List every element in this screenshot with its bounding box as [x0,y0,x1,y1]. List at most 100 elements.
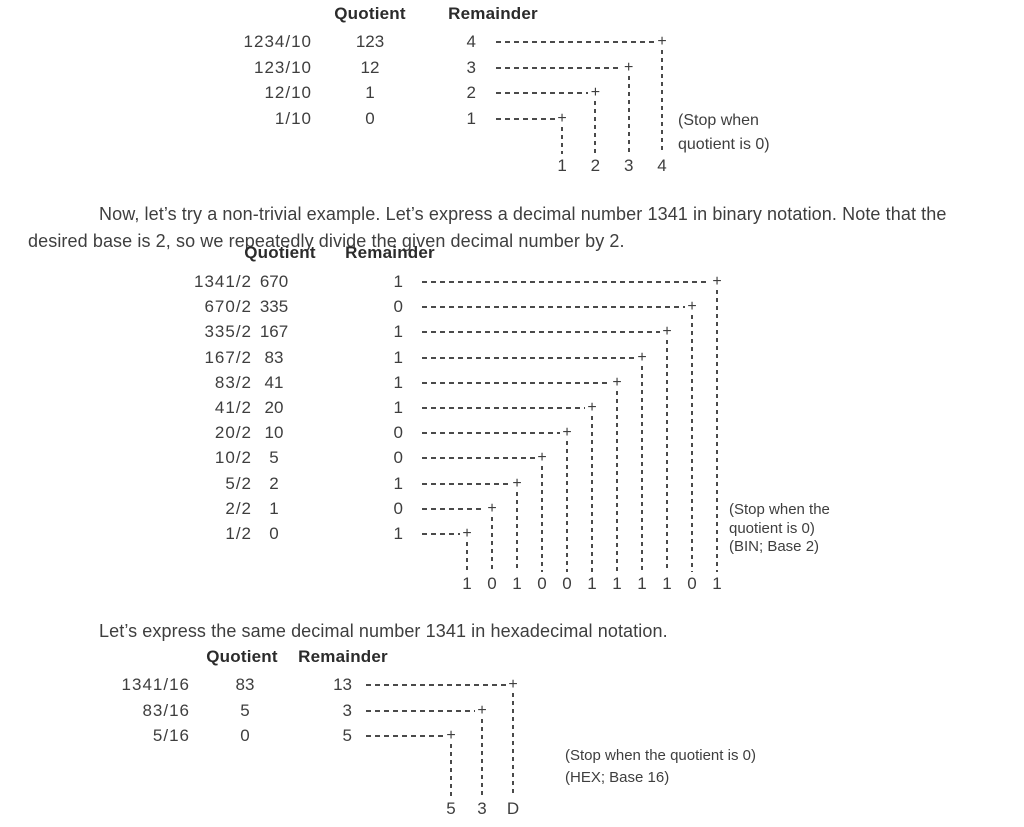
connector-corner-plus: + [508,676,518,693]
remainder-connector-line [366,709,475,712]
connector-corner-plus: + [557,109,567,127]
remainder-connector-line [422,306,685,309]
connector-corner-plus: + [637,348,647,366]
paragraph-binary-intro: Now, let’s try a non-trivial example. Le… [28,204,947,251]
stop-note-line: (Stop when the [729,501,830,518]
quotient-value: 5 [240,700,250,720]
result-digit: 4 [657,156,667,175]
result-digit: 0 [562,574,572,593]
quotient-value: 1 [269,498,279,518]
division-expression: 123/10 [254,57,312,77]
remainder-value: 1 [393,524,403,543]
remainder-value: 2 [466,83,476,102]
remainder-connector-line [366,735,444,738]
digit-drop-line [512,693,514,796]
remainder-value: 0 [393,423,403,443]
connector-corner-plus: + [462,525,472,542]
result-digit: 3 [623,156,634,175]
division-expression: 20/2 [214,423,252,443]
connector-corner-plus: + [477,701,487,719]
quotient-value: 83 [235,675,255,694]
remainder-connector-line [496,92,589,94]
division-expression: 1/2 [225,524,252,543]
digit-drop-line [561,126,564,154]
remainder-header: Remainder [298,647,388,666]
quotient-header: Quotient [206,647,278,666]
remainder-connector-line [422,457,535,460]
result-digit: 0 [687,574,697,593]
digit-drop-line [466,542,468,572]
digit-drop-line [627,75,630,154]
stop-note-line: (HEX; Base 16) [565,769,670,786]
remainder-connector-line [496,66,622,69]
digit-drop-line [450,744,452,796]
remainder-value: 4 [466,32,476,51]
remainder-connector-line [366,684,506,686]
division-expression: 167/2 [204,347,252,367]
remainder-value: 1 [466,108,476,128]
connector-corner-plus: + [590,84,601,101]
division-expression: 12/10 [264,83,312,102]
result-digit: 1 [512,574,522,593]
remainder-connector-line [422,381,610,384]
remainder-value: 13 [333,675,352,694]
result-digit: 1 [712,574,722,593]
quotient-value: 1 [365,83,375,102]
remainder-value: 5 [342,726,352,746]
quotient-value: 10 [264,423,284,443]
remainder-value: 1 [393,473,403,493]
digit-drop-line [666,340,668,572]
stop-note: (Stop when quotient is 0) [678,109,770,157]
division-expression: 335/2 [204,322,252,342]
connector-corner-plus: + [562,424,572,442]
division-expression: 1234/10 [243,32,312,51]
remainder-connector-line [422,432,560,435]
result-digit: 1 [637,574,647,593]
quotient-header: Quotient [334,4,406,23]
connector-corner-plus: + [712,273,722,290]
remainder-connector-line [496,41,655,43]
division-expression: 1341/16 [121,675,190,694]
result-digit: 0 [487,574,497,593]
division-expression: 1341/2 [194,272,252,291]
connector-corner-plus: + [612,373,622,391]
remainder-value: 1 [393,372,403,392]
remainder-header: Remainder [345,243,435,262]
quotient-value: 41 [264,372,284,392]
remainder-value: 1 [393,322,403,342]
result-digit: 1 [462,574,472,593]
quotient-value: 12 [360,57,380,77]
connector-corner-plus: + [624,58,634,76]
result-digit: 1 [612,574,622,593]
division-expression: 83/16 [142,700,190,720]
remainder-connector-line [496,117,556,120]
digit-drop-line [661,50,663,154]
connector-corner-plus: + [662,323,672,341]
remainder-value: 1 [393,398,403,417]
quotient-header: Quotient [244,243,316,262]
digit-drop-line [616,390,618,572]
connector-corner-plus: + [537,449,547,467]
remainder-connector-line [422,533,460,535]
digit-drop-line [641,365,643,572]
quotient-value: 0 [240,726,250,746]
result-digit: D [506,799,520,818]
quotient-value: 167 [259,322,289,342]
division-expression: 5/2 [225,473,252,493]
quotient-value: 123 [355,32,385,51]
stop-note-line: quotient is 0) [678,136,770,153]
remainder-connector-line [422,331,660,334]
quotient-value: 335 [259,297,289,317]
remainder-value: 1 [393,347,403,367]
quotient-value: 83 [264,347,284,367]
digit-drop-line [591,416,593,572]
division-expression: 670/2 [204,297,252,317]
connector-corner-plus: + [512,474,522,492]
digit-drop-line [691,315,693,572]
stop-note-line: quotient is 0) [729,519,815,537]
digit-drop-line [541,466,543,572]
stop-note-line: (Stop when [678,112,759,129]
